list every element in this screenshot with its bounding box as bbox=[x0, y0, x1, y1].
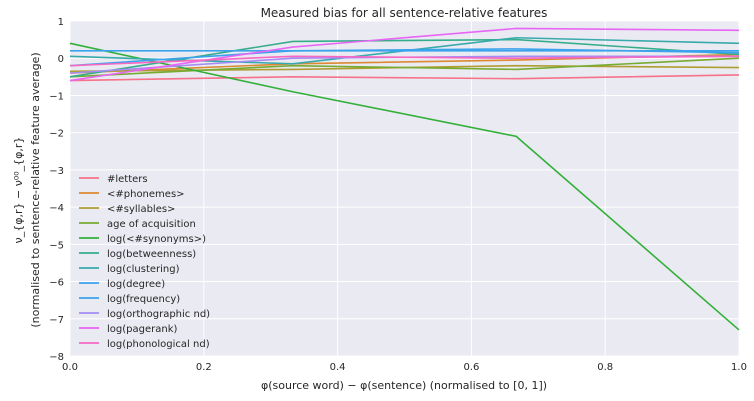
legend-label: log(degree) bbox=[107, 279, 165, 290]
legend: #letters <#phonemes> <#syllables> age of ac… bbox=[79, 174, 210, 350]
y-tick-label: 0 bbox=[58, 54, 64, 65]
x-tick-label: 0.0 bbox=[62, 362, 78, 373]
legend-label: log(frequency) bbox=[107, 294, 180, 305]
legend-label: log(clustering) bbox=[107, 264, 180, 275]
series-line bbox=[69, 55, 740, 67]
legend-label: log(orthographic nd) bbox=[107, 309, 210, 320]
series-line bbox=[69, 38, 740, 78]
y-axis-label-line1: ν_{φ,r} − ν⁰⁰_{φ,r} bbox=[12, 137, 25, 244]
series-line bbox=[69, 74, 740, 82]
x-tick-label: 0.8 bbox=[597, 362, 613, 373]
legend-label: log(betweenness) bbox=[107, 249, 196, 260]
y-tick-label: −2 bbox=[49, 129, 64, 140]
series-line bbox=[69, 57, 740, 78]
series-line bbox=[69, 42, 740, 331]
chart-title: Measured bias for all sentence-relative … bbox=[261, 6, 548, 20]
y-tick-label: −3 bbox=[49, 166, 64, 177]
legend-label: log(pagerank) bbox=[107, 324, 177, 335]
x-tick-label: 0.6 bbox=[463, 362, 479, 373]
legend-label: #letters bbox=[107, 174, 148, 185]
series-line bbox=[69, 27, 740, 82]
legend-label: log(phonological nd) bbox=[107, 339, 210, 350]
y-tick-label: −1 bbox=[49, 91, 64, 102]
legend-label: age of acquisition bbox=[107, 219, 196, 230]
y-tick-label: −5 bbox=[49, 240, 64, 251]
x-axis-label: φ(source word) − φ(sentence) (normalised… bbox=[261, 379, 547, 392]
y-tick-label: −4 bbox=[49, 203, 64, 214]
legend-label: <#syllables> bbox=[107, 204, 175, 215]
y-tick-label: −8 bbox=[49, 352, 64, 363]
legend-label: <#phonemes> bbox=[107, 189, 185, 200]
y-tick-label: −6 bbox=[49, 278, 64, 289]
legend-label: log(<#synonyms>) bbox=[107, 234, 206, 245]
y-tick-label: 1 bbox=[58, 17, 64, 28]
x-tick-label: 0.2 bbox=[196, 362, 212, 373]
x-tick-label: 0.4 bbox=[330, 362, 346, 373]
y-axis-label-line2: (normalised to sentence-relative feature… bbox=[29, 52, 42, 327]
x-tick-labels: 0.0 0.2 0.4 0.6 0.8 1.0 bbox=[62, 362, 747, 373]
y-tick-label: −7 bbox=[49, 315, 64, 326]
series-layer bbox=[69, 27, 740, 331]
x-tick-label: 1.0 bbox=[731, 362, 747, 373]
y-tick-labels: 1 0 −1 −2 −3 −4 −5 −6 −7 −8 bbox=[49, 17, 64, 363]
